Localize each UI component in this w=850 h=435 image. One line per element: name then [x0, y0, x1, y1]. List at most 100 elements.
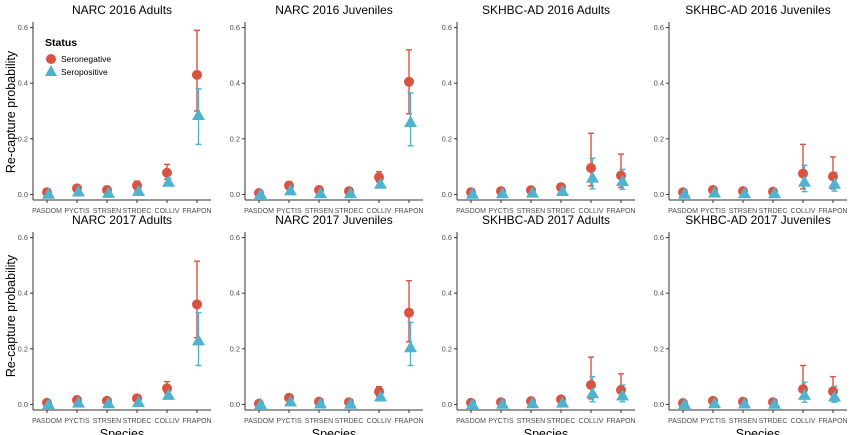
point-seropositive	[526, 186, 539, 198]
x-tick-label: STRSEN	[93, 418, 121, 425]
point-seronegative	[586, 163, 596, 174]
point-seronegative	[798, 168, 808, 179]
point-seronegative	[828, 171, 838, 182]
y-tick-label: 0.0	[442, 400, 452, 409]
y-tick-label: 0.2	[230, 134, 240, 143]
legend-label-seronegative: Seronegative	[61, 54, 111, 64]
x-tick-label: COLLIV	[579, 208, 604, 215]
x-tick-label: PASDOM	[456, 208, 486, 215]
y-tick-label: 0.4	[230, 79, 240, 88]
y-tick-label: 0.2	[18, 344, 28, 353]
panel-title: SKHBC-AD 2016 Adults	[482, 3, 610, 17]
point-seropositive	[374, 177, 387, 189]
y-tick-label: 0.4	[18, 79, 28, 88]
x-tick-label: COLLIV	[791, 208, 816, 215]
point-seropositive	[192, 108, 205, 121]
x-tick-label: COLLIV	[367, 418, 392, 425]
point-seropositive	[616, 389, 629, 401]
x-tick-label: FRAPON	[182, 208, 211, 215]
point-seropositive	[314, 397, 327, 409]
point-seropositive	[102, 396, 115, 409]
x-tick-label: FRAPON	[606, 208, 635, 215]
x-tick-label: PYCTIS	[276, 418, 302, 425]
y-tick-label: 0.4	[442, 289, 452, 298]
point-seropositive	[708, 396, 721, 409]
point-seropositive	[738, 186, 751, 199]
point-seropositive	[72, 396, 85, 408]
y-tick-label: 0.2	[18, 134, 28, 143]
x-tick-label: STRSEN	[729, 418, 757, 425]
y-tick-label: 0.2	[442, 344, 452, 353]
x-tick-label: COLLIV	[791, 418, 816, 425]
point-seropositive	[708, 186, 721, 198]
point-seropositive	[496, 186, 509, 199]
point-seropositive	[526, 396, 539, 409]
point-seropositive	[828, 177, 841, 189]
panel-4: NARC 2017 Adults 0.0 0.2 0.4 0.6 PASDOM PYCTIS…	[18, 213, 212, 435]
y-tick-label: 0.6	[442, 233, 452, 242]
point-seronegative	[404, 76, 414, 87]
point-seropositive	[404, 340, 417, 353]
x-tick-label: PYCTIS	[488, 418, 514, 425]
legend-key-seropositive	[45, 65, 57, 76]
x-tick-label: COLLIV	[367, 208, 392, 215]
x-tick-label: STRSEN	[517, 418, 545, 425]
x-tick-label: PASDOM	[244, 418, 274, 425]
y-tick-label: 0.6	[654, 23, 664, 32]
x-tick-label: STRSEN	[729, 208, 757, 215]
x-axis-label: Species	[312, 427, 356, 435]
x-tick-label: STRSEN	[517, 208, 545, 215]
y-tick-label: 0.6	[654, 233, 664, 242]
point-seropositive	[738, 397, 751, 409]
point-seropositive	[798, 175, 811, 187]
point-seropositive	[192, 333, 205, 346]
y-tick-label: 0.0	[654, 400, 664, 409]
x-tick-label: PASDOM	[244, 208, 274, 215]
point-seropositive	[102, 186, 115, 198]
y-tick-label: 0.0	[18, 400, 28, 409]
x-tick-label: FRAPON	[394, 418, 423, 425]
point-seropositive	[828, 390, 841, 402]
x-tick-label: STRDEC	[547, 418, 576, 425]
x-tick-label: STRSEN	[93, 208, 121, 215]
point-seropositive	[556, 184, 569, 196]
x-tick-label: PYCTIS	[276, 208, 302, 215]
point-seropositive	[678, 397, 691, 410]
x-tick-label: PASDOM	[32, 418, 62, 425]
y-tick-label: 0.4	[18, 289, 28, 298]
point-seropositive	[162, 175, 175, 187]
x-tick-label: PYCTIS	[700, 418, 726, 425]
y-axis-label-bottom: Re-capture probability	[4, 254, 18, 377]
point-seropositive	[72, 185, 85, 197]
y-tick-label: 0.2	[654, 134, 664, 143]
y-tick-label: 0.4	[230, 289, 240, 298]
point-seropositive	[496, 397, 509, 409]
point-seropositive	[162, 388, 175, 400]
point-seropositive	[42, 187, 55, 199]
panel-title: NARC 2016 Juveniles	[275, 3, 392, 17]
x-tick-label: PYCTIS	[64, 208, 90, 215]
point-seropositive	[344, 186, 357, 199]
legend: Status Seronegative Seropositive	[45, 37, 111, 77]
x-tick-label: FRAPON	[818, 208, 847, 215]
y-tick-label: 0.0	[230, 190, 240, 199]
x-tick-label: COLLIV	[155, 208, 180, 215]
point-seropositive	[42, 397, 55, 410]
panel-3: SKHBC-AD 2016 Juveniles 0.0 0.2 0.4 0.6 PASDO…	[654, 3, 848, 215]
y-tick-label: 0.2	[654, 344, 664, 353]
legend-key-seronegative	[46, 54, 56, 64]
panel-7: SKHBC-AD 2017 Juveniles 0.0 0.2 0.4 0.6 PASDO…	[654, 213, 848, 435]
x-tick-label: FRAPON	[606, 418, 635, 425]
panel-0: NARC 2016 Adults 0.0 0.2 0.4 0.6 PASDOM PYCTIS…	[18, 3, 212, 215]
x-tick-label: PASDOM	[668, 418, 698, 425]
x-axis-label: Species	[524, 427, 568, 435]
x-tick-label: PYCTIS	[700, 208, 726, 215]
point-seropositive	[284, 395, 297, 407]
x-tick-label: PASDOM	[32, 208, 62, 215]
point-seropositive	[586, 386, 599, 399]
x-tick-label: STRDEC	[759, 418, 788, 425]
y-tick-label: 0.4	[654, 79, 664, 88]
y-tick-label: 0.4	[442, 79, 452, 88]
point-seropositive	[344, 397, 357, 409]
